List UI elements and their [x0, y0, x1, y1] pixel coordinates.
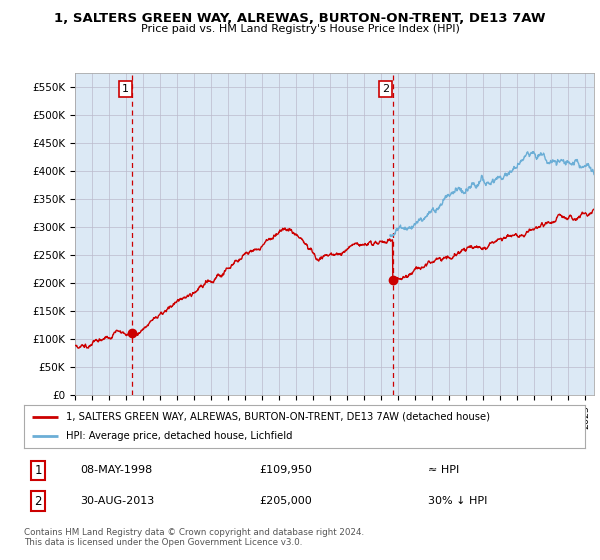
Text: 08-MAY-1998: 08-MAY-1998 — [80, 465, 152, 475]
Text: 30% ↓ HPI: 30% ↓ HPI — [428, 496, 487, 506]
Text: HPI: Average price, detached house, Lichfield: HPI: Average price, detached house, Lich… — [66, 431, 293, 441]
Text: ≈ HPI: ≈ HPI — [428, 465, 459, 475]
Text: Price paid vs. HM Land Registry's House Price Index (HPI): Price paid vs. HM Land Registry's House … — [140, 24, 460, 34]
Text: £109,950: £109,950 — [260, 465, 313, 475]
Text: 1: 1 — [122, 84, 129, 94]
Text: 2: 2 — [34, 494, 42, 508]
Text: £205,000: £205,000 — [260, 496, 313, 506]
Text: 2: 2 — [382, 84, 389, 94]
Text: 1, SALTERS GREEN WAY, ALREWAS, BURTON-ON-TRENT, DE13 7AW (detached house): 1, SALTERS GREEN WAY, ALREWAS, BURTON-ON… — [66, 412, 490, 422]
Text: Contains HM Land Registry data © Crown copyright and database right 2024.
This d: Contains HM Land Registry data © Crown c… — [24, 528, 364, 547]
Text: 30-AUG-2013: 30-AUG-2013 — [80, 496, 154, 506]
Text: 1: 1 — [34, 464, 42, 477]
Text: 1, SALTERS GREEN WAY, ALREWAS, BURTON-ON-TRENT, DE13 7AW: 1, SALTERS GREEN WAY, ALREWAS, BURTON-ON… — [54, 12, 546, 25]
